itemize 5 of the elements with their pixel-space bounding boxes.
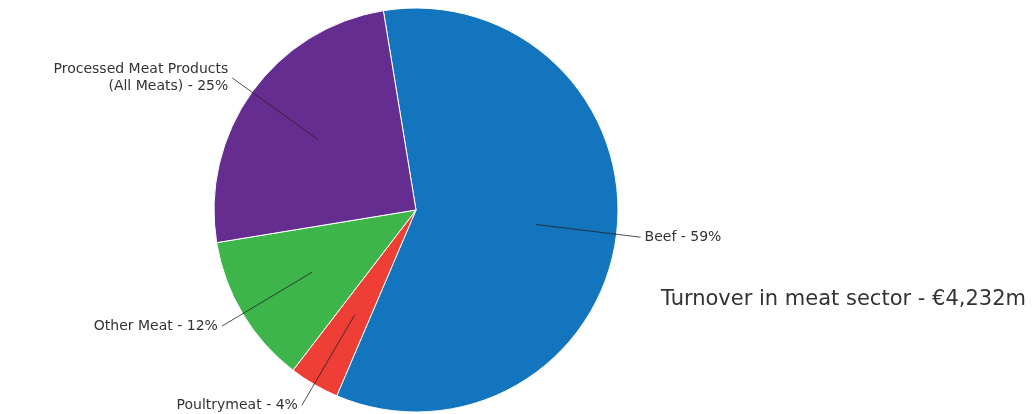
slice-label: Poultrymeat - 4% — [176, 396, 298, 413]
slice-label: Other Meat - 12% — [93, 317, 218, 334]
text: Turnover in meat sector - €4,232m — [660, 286, 1026, 310]
slice-label: Beef - 59% — [644, 228, 722, 245]
slice-label: Processed Meat Products (All Meats) - 25% — [53, 60, 229, 94]
